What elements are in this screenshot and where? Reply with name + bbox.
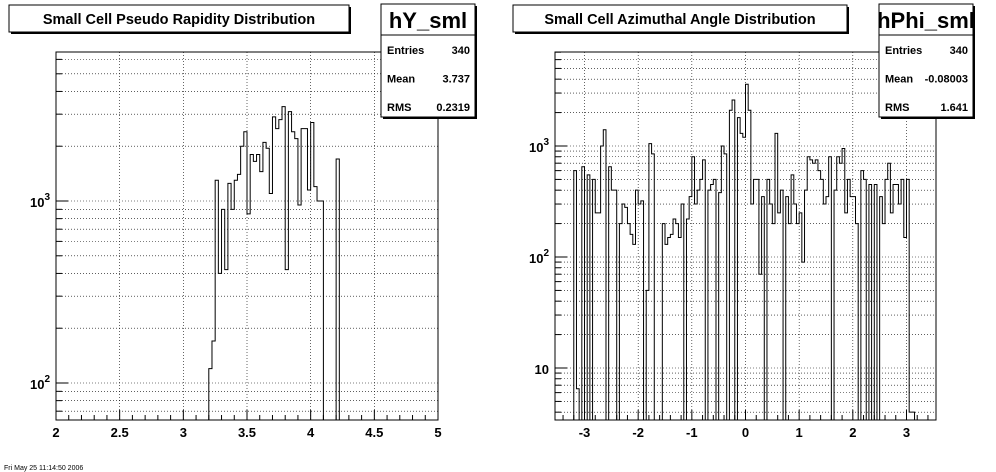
- grid: [555, 52, 936, 420]
- y-tick-label: 103: [30, 192, 50, 210]
- y-tick-label: 10: [535, 362, 549, 377]
- stat-label: Mean: [885, 74, 913, 86]
- x-tick-label: 4.5: [365, 425, 383, 440]
- stat-value: 3.737: [442, 74, 470, 86]
- stat-value: 340: [452, 45, 470, 57]
- x-axis: 2 2.5 3 3.5 4 4.5 5: [52, 410, 442, 440]
- x-tick-label: 2: [52, 425, 59, 440]
- x-tick-label: -2: [632, 425, 644, 440]
- x-tick-label: 1: [796, 425, 803, 440]
- y-axis: 10 102 103: [529, 51, 567, 413]
- chart-title: Small Cell Pseudo Rapidity Distribution: [43, 12, 315, 28]
- chart-title: Small Cell Azimuthal Angle Distribution: [544, 12, 815, 28]
- x-tick-label: 3.5: [238, 425, 256, 440]
- grid: [56, 52, 438, 420]
- stat-value: 340: [950, 45, 968, 57]
- stats-box: [380, 3, 476, 118]
- stat-label: Entries: [387, 45, 424, 57]
- stat-value: 1.641: [940, 102, 968, 114]
- x-axis: -3 -2 -1 0 1 2 3: [562, 410, 929, 440]
- y-tick-label: 102: [529, 248, 549, 266]
- y-tick-label: 102: [30, 374, 50, 392]
- x-tick-label: 2: [849, 425, 856, 440]
- stat-value: 0.2319: [436, 102, 470, 114]
- x-tick-label: 0: [742, 425, 749, 440]
- x-tick-label: 2.5: [111, 425, 129, 440]
- histogram-line: [208, 106, 340, 421]
- y-tick-label: 103: [529, 137, 549, 155]
- x-tick-label: 5: [434, 425, 441, 440]
- x-tick-label: -3: [579, 425, 591, 440]
- footer-timestamp: Fri May 25 11:14:50 2006: [4, 465, 83, 472]
- histogram-name: hY_sml: [389, 8, 467, 33]
- title-box: [8, 4, 350, 33]
- y-axis: 102 103: [30, 58, 68, 412]
- x-tick-label: 4: [307, 425, 315, 440]
- histogram-name: hPhi_sml: [877, 8, 975, 33]
- stat-label: Mean: [387, 74, 415, 86]
- title-box: [512, 4, 848, 33]
- stat-label: Entries: [885, 45, 922, 57]
- stats-box: [878, 3, 974, 118]
- x-tick-label: -1: [686, 425, 698, 440]
- x-tick-label: 3: [903, 425, 910, 440]
- histogram-line: [573, 83, 916, 421]
- stat-value: -0.08003: [925, 74, 968, 86]
- stat-label: RMS: [885, 102, 909, 114]
- chart-hY_sml: 2 2.5 3 3.5 4 4.5 5 102 103 Small Cell Pseudo Rap…: [8, 3, 477, 440]
- chart-hPhi_sml: -3 -2 -1 0 1 2 3 10 102 103 Small Cell Azimuthal A…: [512, 3, 975, 440]
- stat-label: RMS: [387, 102, 411, 114]
- x-tick-label: 3: [180, 425, 187, 440]
